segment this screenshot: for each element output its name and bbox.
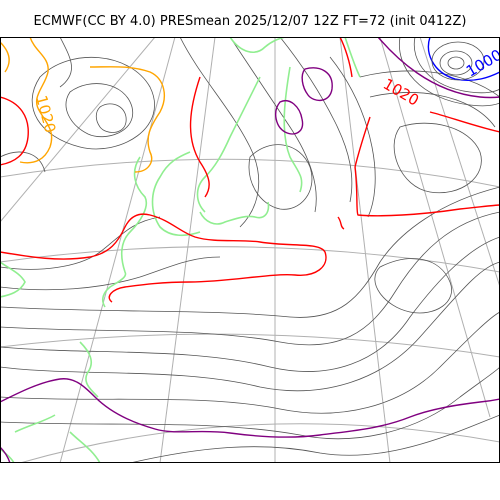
longitude-line: [59, 37, 176, 463]
low-pressure-contours: [398, 37, 500, 107]
coastline: [283, 66, 303, 193]
isobar: [431, 41, 485, 81]
map-title: ECMWF(CC BY 4.0) PRESmean 2025/12/07 12Z…: [33, 14, 467, 29]
coastline: [199, 201, 270, 225]
isobar-1020: [89, 66, 166, 173]
isobar: [447, 56, 465, 70]
coastline: [102, 156, 148, 308]
isobar-1020: [337, 216, 345, 230]
isobar-1020: [354, 116, 371, 168]
isobar: [439, 50, 473, 76]
isobar-1020-red: [0, 37, 500, 303]
isobar: [398, 37, 500, 107]
coastline: [79, 341, 99, 398]
isobar: [0, 261, 500, 392]
isobar-1000: [427, 37, 500, 81]
isobar-1020: [339, 37, 353, 78]
coastline: [196, 76, 261, 213]
isobar: [274, 100, 304, 135]
isobar: [413, 37, 500, 94]
isobar-1020: [19, 37, 53, 164]
isobar-1020: [429, 111, 500, 133]
latitude-line: [0, 333, 500, 358]
isobar: [0, 256, 221, 291]
latitude-line: [19, 423, 500, 463]
isobars: [0, 37, 500, 463]
coastline: [0, 448, 15, 463]
isobar: [0, 186, 500, 318]
isobar: [0, 311, 500, 414]
isobar: [0, 366, 500, 440]
isobar: [374, 258, 452, 314]
isobar: [369, 92, 496, 128]
longitude-line: [379, 37, 491, 418]
isobar: [0, 211, 500, 346]
isobar: [393, 122, 482, 194]
isobar-1020-orange: [0, 37, 166, 173]
latitude-line: [0, 158, 500, 188]
isobar: [65, 83, 134, 138]
coastlines: [0, 37, 361, 463]
isobar: [301, 67, 333, 102]
isobar: [179, 37, 260, 228]
longitude-line: [159, 37, 216, 463]
coastline: [69, 431, 101, 463]
pressure-map: 1020 1020 1000: [0, 37, 500, 463]
isobar: [0, 378, 500, 438]
isobar-1020: [354, 166, 500, 217]
isobar: [359, 70, 500, 98]
isobar: [31, 56, 155, 150]
isobar: [0, 446, 11, 463]
isobar: [95, 103, 127, 133]
isobar: [279, 37, 353, 203]
isobar: [229, 37, 317, 213]
coastline: [344, 37, 361, 78]
coastline: [0, 261, 26, 298]
isobar: [329, 56, 376, 218]
isobar-1020: [189, 76, 210, 198]
isobar: [129, 414, 500, 463]
coastline: [229, 37, 286, 53]
isobar-1020: [0, 213, 327, 303]
coastline: [151, 151, 201, 237]
coastline: [14, 414, 56, 433]
latitude-line: [0, 246, 500, 273]
isobar-purple: [0, 37, 500, 463]
isobar: [59, 37, 72, 88]
isobar-1020: [0, 41, 10, 73]
isobar-1000-blue: [427, 37, 500, 81]
isobar: [248, 144, 313, 210]
isobar-1020: [0, 96, 29, 166]
isobar: [377, 37, 500, 99]
isobar: [0, 151, 46, 173]
longitude-line: [339, 37, 391, 463]
